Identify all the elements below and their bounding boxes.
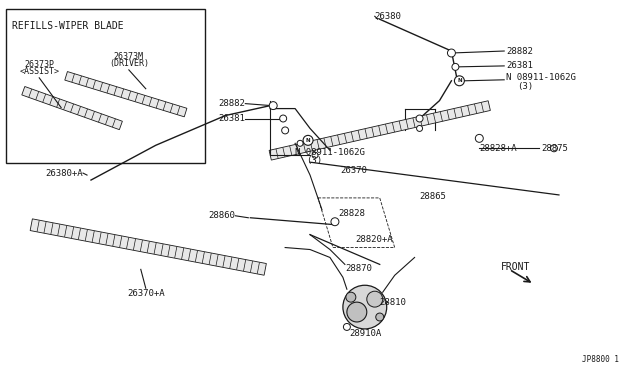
Text: 28865: 28865 (420, 192, 447, 201)
Circle shape (282, 127, 289, 134)
Text: 28828+A: 28828+A (479, 144, 517, 153)
Text: 28870: 28870 (345, 264, 372, 273)
Text: 28875: 28875 (541, 144, 568, 153)
Circle shape (416, 115, 423, 122)
Text: 28910A: 28910A (349, 329, 381, 338)
Text: 26380+A: 26380+A (45, 169, 83, 177)
Circle shape (269, 102, 277, 110)
Circle shape (417, 125, 422, 131)
Text: (3): (3) (306, 156, 322, 165)
Circle shape (454, 76, 465, 86)
Circle shape (343, 285, 387, 329)
Circle shape (344, 324, 350, 330)
Text: 26370+A: 26370+A (127, 289, 164, 298)
Text: N: N (306, 138, 310, 143)
Circle shape (476, 134, 483, 142)
Text: 28820+A: 28820+A (355, 235, 392, 244)
Circle shape (331, 218, 339, 226)
Circle shape (312, 152, 318, 158)
Circle shape (346, 292, 356, 302)
Text: 26380: 26380 (375, 12, 402, 21)
Circle shape (550, 145, 557, 152)
Text: 26373M: 26373M (114, 52, 144, 61)
Text: 26373P: 26373P (24, 60, 54, 69)
Circle shape (297, 140, 303, 146)
Polygon shape (30, 219, 266, 275)
Circle shape (347, 302, 367, 322)
Text: 26370: 26370 (340, 166, 367, 174)
Circle shape (280, 115, 287, 122)
Text: 26381: 26381 (218, 114, 245, 123)
Circle shape (303, 135, 313, 145)
Text: N 08911-1062G: N 08911-1062G (295, 148, 365, 157)
Circle shape (447, 49, 456, 57)
Polygon shape (269, 101, 490, 160)
Circle shape (452, 63, 459, 70)
Text: 28828: 28828 (338, 209, 365, 218)
Text: <ASSIST>: <ASSIST> (19, 67, 60, 76)
Circle shape (376, 313, 384, 321)
Text: N 08911-1062G: N 08911-1062G (506, 73, 576, 82)
Bar (6, 9, 205, 163)
Text: 28860: 28860 (209, 211, 236, 220)
Text: 28882: 28882 (506, 46, 533, 55)
Text: N: N (457, 78, 461, 83)
Polygon shape (22, 87, 122, 130)
Text: (3): (3) (517, 82, 533, 91)
Text: FRONT: FRONT (501, 262, 531, 272)
Text: 26381: 26381 (506, 61, 533, 70)
Text: 28882: 28882 (218, 99, 245, 108)
Text: JP8800 1: JP8800 1 (582, 355, 619, 364)
Polygon shape (65, 71, 187, 117)
Text: 28810: 28810 (380, 298, 406, 307)
Circle shape (367, 291, 383, 307)
Text: REFILLS-WIPER BLADE: REFILLS-WIPER BLADE (12, 21, 124, 31)
Text: (DRIVER): (DRIVER) (109, 59, 149, 68)
